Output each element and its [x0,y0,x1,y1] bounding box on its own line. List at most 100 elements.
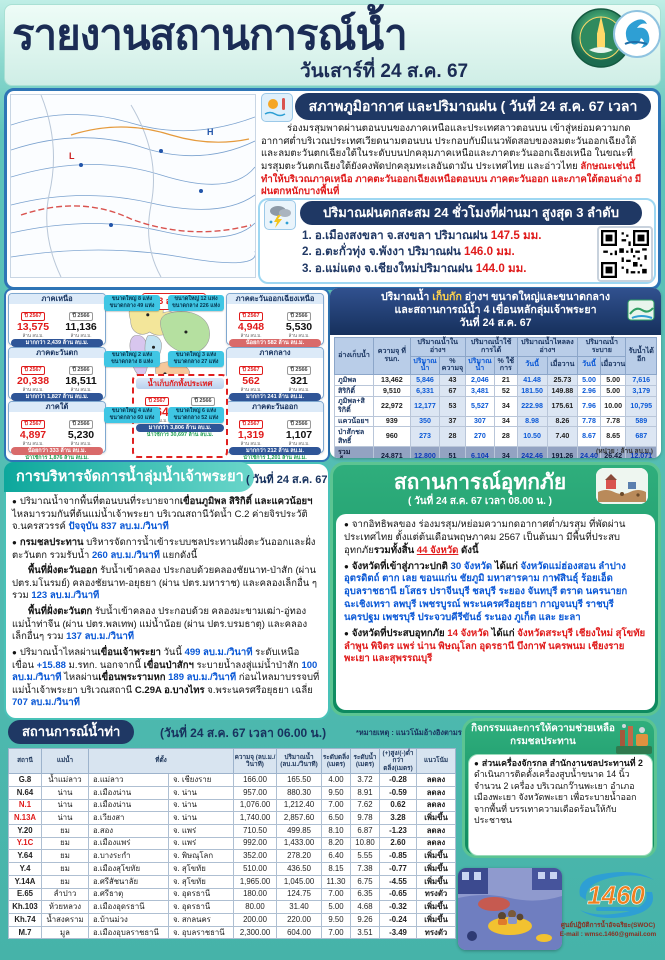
station-cell: Y.1C [8,836,42,851]
usable-water: น้ำใช้การ 1,201 ล้าน ลบ.ม. [243,455,307,461]
capacity-cell: 710.50 [233,823,277,838]
swoc-logo-icon [613,10,661,58]
text-segment: ปริมาณน้ำจากพื้นที่ตอนบนที่ระบายจาก [19,496,180,507]
text-segment: จังหวัดที่ประสบอุทกภัย [351,627,448,639]
paragraph: ● ปริมาณน้ำจากพื้นที่ตอนบนที่ระบายจากเขื่… [12,496,320,534]
cell: 7.40 [546,426,579,448]
bank-cell: 9.50 [321,785,351,800]
storage-value: 11,136 [65,321,97,333]
river-cell: ลำปาว [41,887,89,902]
bank-cell: 8.20 [321,836,351,851]
cell: 3,481 [464,385,496,397]
flood-title: สถานการณ์อุทกภัย [393,471,567,494]
text-segment: จ.พระนครศรีอยุธยา เฉลี่ย [204,684,313,696]
cell: 24,871 [373,446,411,458]
bullet-dot: ● [474,759,479,768]
cell: 7,616 [625,374,657,387]
reservoir-count-tag: ขนาดใหญ่ 4 แห่ง ขนาดกลาง 60 แห่ง [104,407,160,423]
unit-label: ล้าน ลบ.ม. [240,441,262,446]
unit-label: ล้าน ลบ.ม. [70,333,92,338]
cell: 6,331 [409,385,441,397]
rainfall-title: ปริมาณฝนตกสะสม 24 ชั่วโมงที่ผ่านมา สูงสุ… [300,201,642,225]
value-now: ปี 2567 13,575 ล้าน ลบ.ม. [9,304,57,338]
activities-title: กิจกรรมและการให้ความช่วยเหลือ กรมชลประทาน [471,723,615,747]
cell: 3,179 [625,385,657,397]
region-name: ภาคกลาง [227,348,323,358]
capacity-cell: 2,300.00 [233,925,277,940]
cell: 8.98 [516,415,548,428]
table-row: N.1 น่าน อ.เมืองน่าน จ. น่าน 1,076.00 1,212.4… [8,798,456,813]
river-table-note: *หมายเหตุ : แนวโน้มอ้างอิงตามระดับน้ำราย… [356,728,519,737]
river-cell: น้ำสงคราม [41,912,89,927]
level-cell: 5.55 [350,849,380,864]
district-cell: อ.เมืองน่าน [88,798,169,813]
text-segment: 707 ลบ.ม./วินาที [12,697,80,709]
text-segment: ปัจจุบัน 837 ลบ.ม./วินาที [68,521,169,533]
table-row: Y.20 ยม อ.สอง จ. แพร่ 710.50 499.85 8.10 6.87 -1… [8,823,456,838]
unit-label: ล้าน ลบ.ม. [240,333,262,338]
station-cell: M.7 [8,925,42,940]
diff-cell: 3.28 [379,811,417,825]
cell: 350 [409,415,441,428]
table-row: N.13A น่าน อ.เวียงสา จ. น่าน 1,740.00 2,857.6… [8,811,456,825]
cell: 53 [439,395,466,417]
cell: 6,104 [464,446,496,458]
level-cell: 8.91 [350,785,380,800]
year-chip: ปี 2566 [287,366,311,375]
tag-line: ขนาดกลาง 60 แห่ง [109,415,155,421]
table-row: M.7 มูล อ.เมืองอุบลราชธานี จ. อุบลราชธานี 2,… [8,925,456,940]
rainfall-item: 1. อ.เมืองสงขลา จ.สงขลา ปริมาณฝน 147.5 ม… [302,228,592,244]
cell: 8.65 [599,426,627,448]
cell: 7.96 [577,395,601,417]
cell: 273 [409,426,441,448]
diff-bar: มากกว่า 1,827 ล้าน ลบ.ม. [11,393,103,401]
trend-cell: ลดลง [416,773,456,787]
district-cell: อ.สอง [88,823,169,838]
river-cell: ยม [41,836,89,851]
station-cell: E.65 [8,887,42,902]
station-cell: N.1 [8,798,42,813]
paragraph: ● ปริมาณน้ำไหลผ่านเขื่อนเจ้าพระยา วันนี้ … [12,647,320,710]
cell: 21 [494,374,518,387]
tag-line: ขนาดใหญ่ 3 แห่ง [175,352,217,358]
text-segment: 30 จังหวัด [450,560,493,572]
region-name: ภาคตะวันออก [227,402,323,412]
storage-value: 1,319 [237,429,265,441]
text-segment: เขื่อนป่าสักฯ [143,659,194,671]
text-segment: +15.88 [36,659,66,671]
region-storage-box: ภาคตะวันตก ปี 2567 20,338 ล้าน ลบ.ม. ปี 2566… [8,347,106,407]
cell: 149.88 [546,385,579,397]
bank-cell: 11.30 [321,874,351,889]
text-segment: 499 ลบ.ม./วินาที [184,646,253,658]
svg-text:H: H [207,127,214,137]
flow-cell: 604.00 [276,925,322,940]
flood-date: ( วันที่ 24 ส.ค. 67 เวลา 08.00 น. ) [408,496,552,507]
unit-note: (หน่วย : ล้าน ลบ.ม.) [596,448,653,455]
province-cell: จ. น่าน [167,811,235,825]
qr-code [597,226,653,282]
paragraph: ● จากอิทธิพลของ ร่องมรสุม/หย่อมความกดอากา… [344,519,647,558]
activities-body: ● ส่วนเครื่องจักรกล สำนักงานชลประทานที่ 2… [474,758,645,827]
level-cell: 9.78 [350,811,380,825]
text-segment: วันนี้ [160,646,185,658]
year-chip: ปี 2566 [69,366,93,375]
paragraph: ● กรมชลประทาน บริหารจัดการน้ำเข้าระบบชลปร… [12,537,320,562]
cell: ภูมิพล+สิริกิติ์ [334,395,374,417]
table-row: Kh.103 ห้วยหลวง อ.เมืองอุดรธานี จ. อุดรธานี… [8,900,456,914]
cell: 7.78 [577,415,601,428]
trend-cell: ทรงตัว [416,925,456,940]
trend-cell: ลดลง [416,785,456,800]
cell: 34 [494,395,518,417]
unit-label: ล้าน ลบ.ม. [70,441,92,446]
svg-text:L: L [69,151,75,161]
river-cell: น่าน [41,785,89,800]
text-segment: 100 ลบ.ม./วินาที [12,659,318,684]
reservoir-count-tag: ขนาดใหญ่ 2 แห่ง ขนาดกลาง 8 แห่ง [104,351,160,367]
bank-cell: 7.00 [321,798,351,813]
text-segment: จังหวัดแม่ฮ่องสอน ลำปาง อุตรดิตถ์ ตาก เล… [344,560,628,623]
station-cell: Y.64 [8,849,42,864]
year-chip: ปี 2566 [287,312,311,321]
table-row: E.65 ลำปาว อ.ศรีธาตุ จ. อุดรธานี 180.00 124.7… [8,887,456,902]
bullet-dot: ● [344,628,349,638]
cell: 34 [494,446,518,458]
